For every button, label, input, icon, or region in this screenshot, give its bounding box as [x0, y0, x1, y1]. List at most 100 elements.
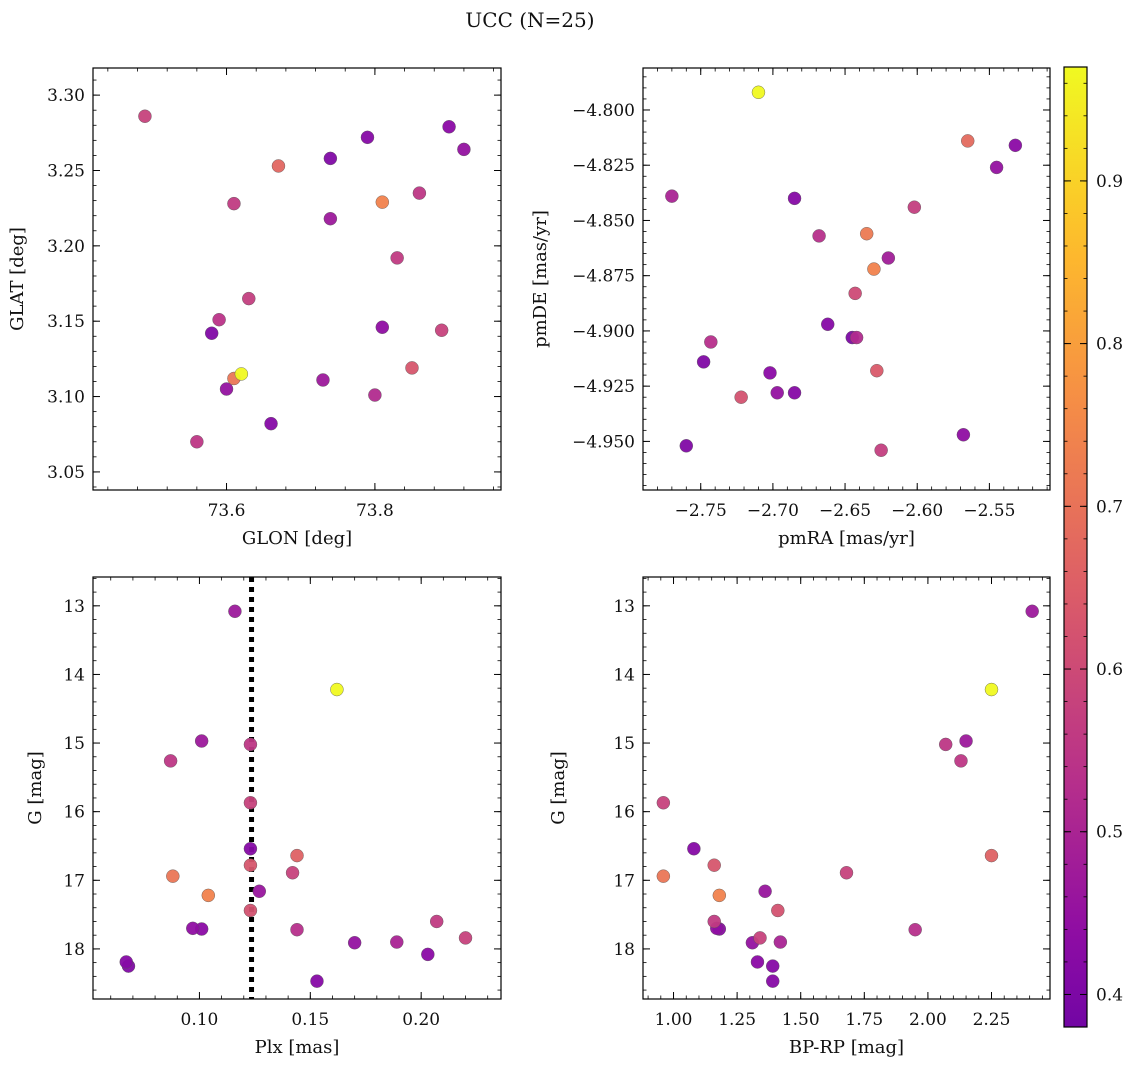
data-point: [881, 251, 896, 265]
colorbar: 0.4 0.5 0.6 0.7 0.8 0.9: [1063, 66, 1123, 1028]
y-tick-label: 15: [63, 734, 85, 754]
panels: 73.6 73.8 3.05 3.10 3.15 3.20 3.25 3.30 GLON [de…: [7, 67, 1051, 1058]
data-point: [119, 955, 133, 969]
colorbar-tick-label: 0.4: [1096, 985, 1123, 1005]
data-point: [243, 842, 258, 856]
data-point: [194, 734, 209, 748]
data-point: [956, 428, 971, 442]
colorbar-gradient: [1063, 66, 1088, 1028]
data-point: [243, 858, 258, 872]
y-tick-label: 13: [63, 597, 85, 617]
x-tick-label: 0.15: [291, 1010, 329, 1030]
data-point: [763, 366, 777, 380]
y-tick-label: −4.900: [572, 322, 635, 342]
x-axis-label: pmRA [mas/yr]: [778, 528, 915, 549]
y-tick-label: −4.825: [572, 156, 635, 176]
y-tick-label: −4.925: [572, 377, 635, 397]
data-point: [242, 291, 256, 306]
data-point: [310, 974, 324, 988]
data-point: [939, 737, 953, 752]
y-tick-label: 16: [63, 803, 85, 823]
data-point: [243, 903, 258, 918]
data-point: [201, 888, 216, 903]
data-point: [243, 737, 258, 752]
data-point: [839, 866, 854, 880]
y-tick-label: 18: [63, 940, 85, 960]
data-point: [751, 85, 766, 100]
y-tick-label: −4.950: [572, 432, 635, 452]
x-axis-label: BP-RP [mag]: [789, 1037, 904, 1058]
x-tick-label: 1.75: [845, 1010, 883, 1030]
axes-frame: [642, 576, 1051, 1000]
data-point: [787, 386, 802, 400]
data-point: [458, 931, 473, 945]
data-point: [1025, 604, 1039, 619]
data-point: [696, 355, 711, 369]
colorbar-tick-label: 0.9: [1096, 172, 1123, 192]
data-point: [908, 922, 922, 937]
panel-plx-g: 0.10 0.15 0.20 13 14 15 16 17 18 Plx [mas] G [mag]: [25, 576, 502, 1058]
y-tick-label: 3.15: [47, 312, 85, 332]
y-tick-label: 15: [613, 734, 635, 754]
data-point: [290, 848, 304, 863]
data-point: [707, 914, 721, 929]
y-axis-label: GLAT [deg]: [7, 227, 28, 331]
y-tick-label: 16: [613, 803, 635, 823]
panel-cmd: 1.00 1.25 1.50 1.75 2.00 2.25 13 14 15 16 17 18 BP-R…: [548, 576, 1051, 1058]
data-point: [442, 120, 456, 134]
data-point: [750, 955, 765, 969]
data-point: [166, 869, 180, 883]
data-point: [138, 109, 152, 123]
panel-sky: 73.6 73.8 3.05 3.10 3.15 3.20 3.25 3.30 GLON [de…: [7, 67, 502, 549]
data-point: [734, 390, 748, 404]
data-point: [457, 142, 471, 157]
colorbar-tick-label: 0.7: [1096, 497, 1123, 517]
data-point: [961, 134, 975, 148]
data-point: [849, 330, 864, 345]
x-axis-label: GLON [deg]: [242, 528, 352, 549]
colorbar-tick-label: 0.5: [1096, 823, 1123, 843]
data-point: [434, 323, 449, 337]
data-point: [375, 320, 390, 334]
data-point: [360, 130, 375, 145]
data-point: [204, 326, 219, 340]
data-point: [665, 189, 679, 203]
figure-title: UCC (N=25): [465, 8, 594, 32]
x-tick-label: −2.70: [747, 501, 799, 521]
data-point: [656, 796, 671, 810]
data-point: [860, 227, 874, 241]
data-point: [316, 373, 330, 387]
data-point: [984, 682, 999, 697]
x-tick-label: 0.10: [181, 1010, 219, 1030]
data-point: [271, 159, 286, 173]
data-point: [679, 439, 693, 453]
data-point: [285, 866, 300, 880]
y-tick-label: 3.30: [47, 86, 85, 106]
x-tick-label: 2.00: [909, 1010, 947, 1030]
x-tick-label: 1.25: [718, 1010, 756, 1030]
y-tick-label: 13: [613, 597, 635, 617]
data-point: [412, 186, 427, 200]
x-tick-label: 0.20: [402, 1010, 440, 1030]
panel-proper-motion: −2.75 −2.70 −2.65 −2.60 −2.55 −4.800 −4.825 −4.…: [530, 67, 1051, 549]
y-tick-label: 14: [63, 665, 85, 685]
x-tick-label: −2.65: [819, 501, 871, 521]
colorbar-tick-label: 0.8: [1096, 335, 1123, 355]
data-point: [219, 382, 234, 396]
y-tick-label: −4.875: [572, 267, 635, 287]
data-point: [421, 947, 435, 962]
y-tick-label: −4.800: [572, 101, 635, 121]
x-tick-label: 73.6: [208, 501, 246, 521]
data-point: [959, 734, 973, 748]
data-point: [190, 435, 204, 449]
colorbar-tick-label: 0.6: [1096, 660, 1123, 680]
x-tick-label: 1.00: [655, 1010, 693, 1030]
y-axis-label: G [mag]: [25, 751, 46, 824]
data-point: [323, 212, 338, 226]
data-point: [787, 191, 802, 206]
data-point: [390, 935, 404, 949]
data-point: [405, 361, 419, 375]
data-point: [707, 858, 721, 872]
x-axis-label: Plx [mas]: [255, 1037, 340, 1058]
